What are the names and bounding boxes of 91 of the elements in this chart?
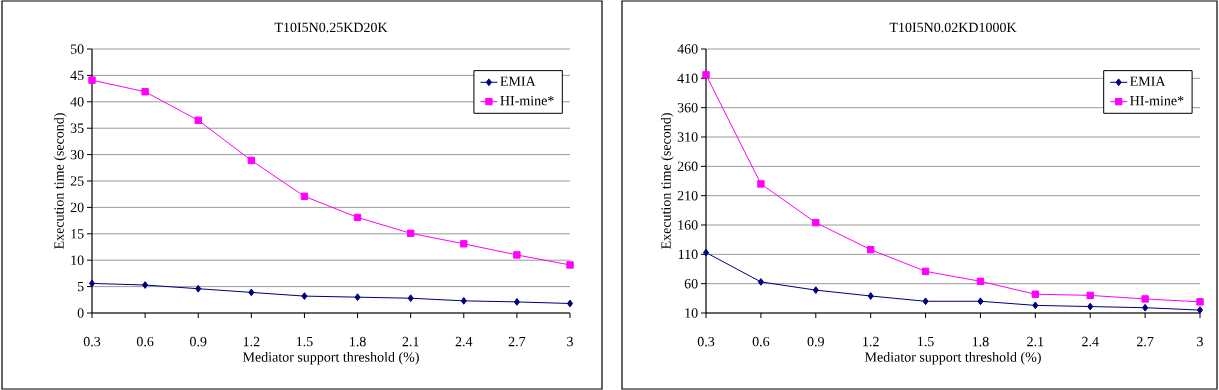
legend-label: EMIA [500,76,536,86]
point [195,284,202,293]
x-tick-label: 1.5 [918,336,934,347]
x-tick-label: 0.3 [83,336,101,347]
y-axis-title: Execution time (second) [53,113,67,250]
point [513,298,520,306]
x-axis-title: Mediator support threshold (%) [864,351,1041,365]
y-tick-label: 20 [70,202,84,213]
point [354,293,361,302]
point [977,297,984,306]
x-tick-label: 1.5 [296,336,313,347]
y-tick-label: 35 [70,123,84,133]
point [812,286,819,295]
x-axis-title: Mediator support threshold (%) [242,351,419,365]
x-tick-label: 2.7 [1136,336,1154,347]
point [300,192,309,200]
point [353,213,362,222]
y-axis-title: Execution time (second) [660,113,674,250]
point [460,296,467,305]
y-tick-label: 30 [70,149,84,160]
x-tick-label: 0.3 [697,336,715,347]
point [407,294,414,303]
point [566,299,574,308]
point [88,76,96,84]
point [702,71,710,79]
point [1086,291,1094,300]
point [1031,290,1040,298]
point [194,116,202,124]
x-tick-label: 2.7 [508,336,526,347]
point [1196,298,1204,306]
point [406,229,415,237]
point [247,156,256,165]
chart-title: T10I5N0.02KD1000K [889,22,1017,33]
y-tick-label: 460 [677,44,698,54]
point [566,261,574,269]
point [866,245,875,254]
point [1196,306,1204,314]
x-tick-label: 3 [1197,336,1203,347]
point [757,278,764,286]
x-tick-label: 1.8 [972,336,989,347]
point [248,288,255,297]
y-tick-label: 45 [70,70,84,81]
x-tick-label: 0.9 [190,336,207,347]
point [513,251,521,259]
x-tick-label: 2.1 [1027,336,1044,347]
y-tick-label: 40 [70,97,84,107]
legend-label: HI-mine* [1130,95,1184,106]
y-tick-label: 260 [677,161,698,172]
x-tick-label: 1.2 [243,336,260,347]
point [1087,302,1094,311]
point [757,180,765,188]
y-tick-label: 410 [677,73,698,84]
x-tick-label: 2.4 [1082,336,1099,347]
point [867,292,874,300]
point [460,240,468,248]
point [1141,295,1149,303]
point [301,292,308,300]
x-tick-label: 0.6 [136,336,154,347]
point [1142,303,1149,312]
y-tick-label: 10 [71,255,84,265]
x-tick-label: 0.9 [807,336,824,347]
y-tick-label: 5 [77,281,84,292]
y-tick-label: 360 [677,102,698,113]
point [141,88,149,96]
x-tick-label: 0.6 [752,336,770,347]
x-tick-label: 1.2 [863,336,879,347]
point [922,297,929,306]
y-tick-label: 310 [677,132,698,142]
point [1032,301,1039,310]
y-tick-label: 110 [678,249,698,260]
point [142,281,149,289]
x-tick-label: 2.1 [402,336,419,347]
y-tick-label: 50 [70,44,84,54]
x-tick-label: 3 [567,336,573,347]
y-tick-label: 25 [70,176,84,186]
chart-title: T10I5N0.25KD20K [274,22,388,33]
x-tick-label: 2.4 [455,336,473,347]
x-tick-label: 1.8 [350,336,366,347]
point [88,279,96,288]
y-tick-label: 60 [684,278,698,289]
point [812,218,820,227]
legend-label: EMIA [1130,76,1166,86]
point [976,277,985,286]
y-tick-label: 15 [71,229,84,239]
y-tick-label: 0 [77,308,84,318]
y-tick-label: 10 [685,308,698,318]
y-tick-label: 210 [677,190,698,201]
y-tick-label: 160 [678,220,698,230]
legend-label: HI-mine* [500,95,554,106]
point [921,267,930,276]
point [702,248,710,257]
